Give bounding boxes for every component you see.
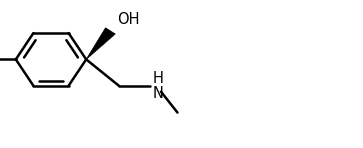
Text: OH: OH bbox=[117, 12, 139, 27]
Text: N: N bbox=[152, 86, 163, 101]
Text: H: H bbox=[152, 71, 163, 86]
Polygon shape bbox=[86, 28, 115, 59]
